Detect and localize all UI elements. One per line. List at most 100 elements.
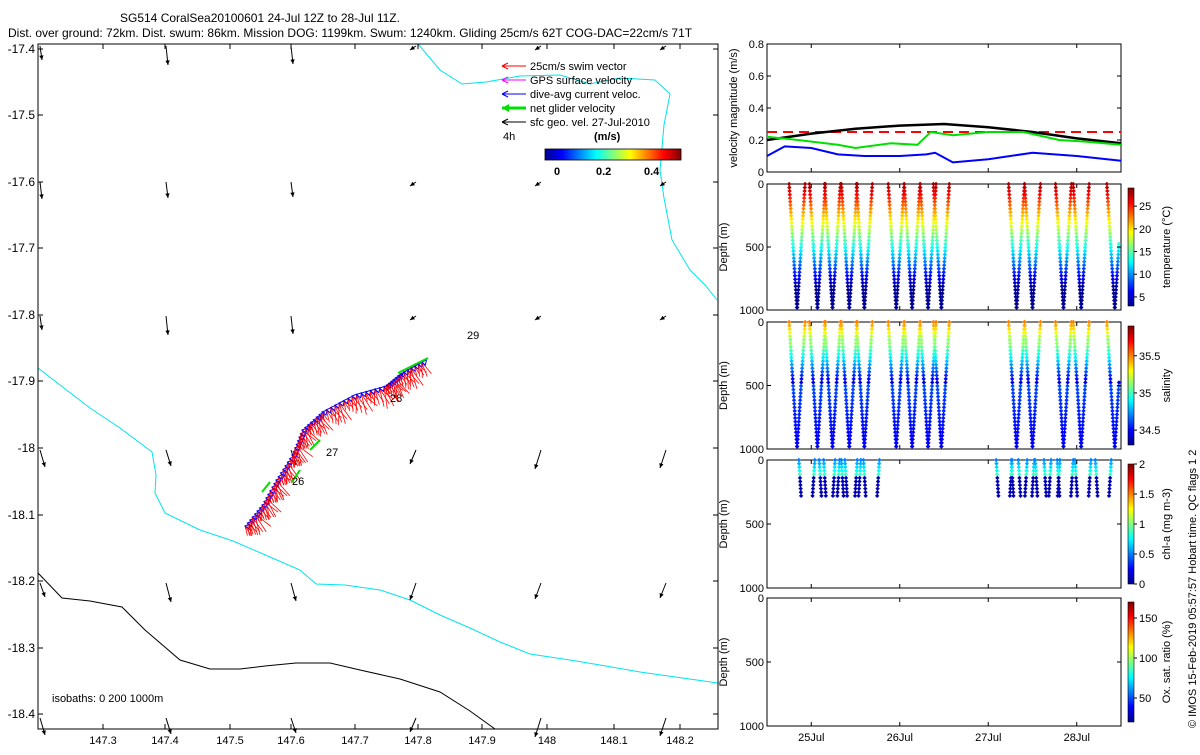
sfc-velocity-arrow [659, 718, 666, 736]
time-tick-label: 25Jul [798, 732, 824, 744]
sfc-velocity-arrow [535, 583, 541, 599]
isobath-1000m [38, 573, 495, 729]
colorbar-tick-label: 15 [1139, 247, 1151, 259]
sfc-velocity-arrow [39, 46, 43, 60]
depth-axis-label: Depth (m) [718, 500, 730, 549]
legend-item-net: net glider velocity [502, 103, 615, 115]
speed-colorbar [545, 149, 681, 160]
colorbar-tick-1: 0.2 [596, 166, 611, 178]
arrow-head [660, 182, 665, 186]
sfc-velocity-arrow [165, 182, 169, 198]
map-x-tick-label: 147.8 [404, 735, 432, 747]
map-y-tick-label: -17.4 [8, 42, 36, 56]
sfc-velocity-arrow [410, 718, 416, 732]
colorbar-tick-label: 0.5 [1139, 549, 1154, 561]
velocity-y-tick-label: 0.8 [749, 39, 764, 51]
legend-item-swim: 25cm/s swim vector [502, 61, 627, 73]
sfc-velocity-arrow [166, 718, 172, 734]
colorbar-tick-label: 1.5 [1139, 489, 1154, 501]
isobath-label: isobaths: 0 200 1000m [52, 693, 163, 705]
velocity-panel-frame [767, 44, 1121, 172]
depth-tick-label: 1000 [740, 721, 764, 733]
credit-text: © IMOS 15-Feb-2019 05:57:57 Hobart time.… [1187, 450, 1199, 728]
colorbar-tick-label: 1 [1139, 519, 1145, 531]
arrow-head [410, 182, 415, 186]
colorbar-tick-0: 0 [554, 166, 560, 178]
map-y-tick-label: -17.7 [8, 241, 36, 255]
value-colorbar [1128, 602, 1134, 722]
day-label-28: 28 [390, 393, 402, 405]
sfc-velocity-arrow [290, 182, 294, 197]
velocity-y-tick-label: 0.4 [749, 103, 764, 115]
map-x-tick-label: 148 [538, 735, 556, 747]
map-y-tick-label: -18.3 [8, 641, 36, 655]
colorbar-tick-label: 34.5 [1139, 425, 1160, 437]
coastline-south [38, 368, 718, 683]
map-x-tick-label: 147.3 [89, 735, 117, 747]
sfc-velocity-arrow [40, 450, 46, 467]
legend-item-gps: GPS surface velocity [502, 75, 633, 87]
depth-tick-label: 1000 [740, 305, 764, 317]
sfc-velocity-arrow [534, 450, 541, 469]
legend-item-sfc: sfc geo. vel. 27-Jul-2010 [502, 117, 650, 129]
legend-item-dac: dive-avg current veloc. [502, 89, 641, 101]
time-tick-label: 27Jul [975, 732, 1001, 744]
arrow-head [410, 46, 415, 50]
map-y-tick-label: -17.6 [8, 175, 36, 189]
sfc-velocity-arrow [410, 316, 416, 320]
colorbar-title: (m/s) [594, 131, 621, 143]
sfc-velocity-arrow [290, 46, 294, 64]
arrow-head [41, 592, 45, 597]
colorbar-tick-label: 50 [1139, 693, 1151, 705]
arrow-head [39, 325, 43, 330]
colorbar-tick-label: 2 [1139, 459, 1145, 471]
value-colorbar [1128, 188, 1134, 306]
sfc-velocity-arrow [660, 46, 666, 50]
colorbar-tick-label: 100 [1139, 653, 1157, 665]
depth-tick-label: 500 [746, 657, 764, 669]
map-x-tick-label: 147.9 [468, 735, 496, 747]
map-y-tick-label: -17.9 [8, 374, 36, 388]
colorbar-tick-label: 20 [1139, 224, 1151, 236]
map-x-tick-label: 147.4 [151, 735, 179, 747]
arrow-head [409, 595, 413, 600]
arrow-head [168, 597, 172, 602]
depth-tick-label: 0 [758, 455, 764, 467]
header-line-2: Dist. over ground: 72km. Dist. swum: 86k… [8, 26, 693, 40]
swim-vector [339, 403, 340, 425]
sfc-velocity-arrow [660, 182, 666, 186]
depth-axis-label: Depth (m) [718, 361, 730, 410]
sfc-velocity-arrow [410, 450, 416, 464]
velocity-y-label: velocity magnitude (m/s) [728, 48, 740, 167]
arrow-head [535, 46, 540, 50]
sfc-velocity-arrow [410, 182, 416, 186]
legend-label-dac: dive-avg current veloc. [530, 89, 641, 101]
sfc-velocity-arrow [535, 316, 541, 320]
value-colorbar [1128, 326, 1134, 445]
sfc-velocity-arrow [40, 583, 46, 597]
arrow-head [534, 464, 538, 469]
depth-tick-label: 0 [758, 317, 764, 329]
legend-label-sfc: sfc geo. vel. 27-Jul-2010 [530, 117, 650, 129]
map-x-tick-label: 147.7 [341, 735, 369, 747]
time-scale-label: 4h [503, 131, 515, 143]
sfc-velocity-arrow [659, 450, 666, 468]
sfc-velocity-arrow [165, 316, 169, 335]
time-tick-label: 28Jul [1064, 732, 1090, 744]
map-y-tick-label: -18.2 [8, 574, 36, 588]
depth-axis-label: Depth (m) [718, 638, 730, 687]
colorbar-tick-label: 10 [1139, 269, 1151, 281]
map-x-tick-label: 147.6 [277, 735, 305, 747]
day-label-27: 27 [326, 447, 338, 459]
day-label-29: 29 [467, 330, 479, 342]
velocity-y-tick-label: 0 [758, 167, 764, 179]
colorbar-label: temperature (°C) [1161, 206, 1173, 288]
arrow-head [39, 55, 43, 60]
velocity-y-tick-label: 0.2 [749, 135, 764, 147]
arrow-head [535, 182, 540, 186]
depth-tick-label: 500 [746, 242, 764, 254]
colorbar-tick-2: 0.4 [644, 166, 660, 178]
